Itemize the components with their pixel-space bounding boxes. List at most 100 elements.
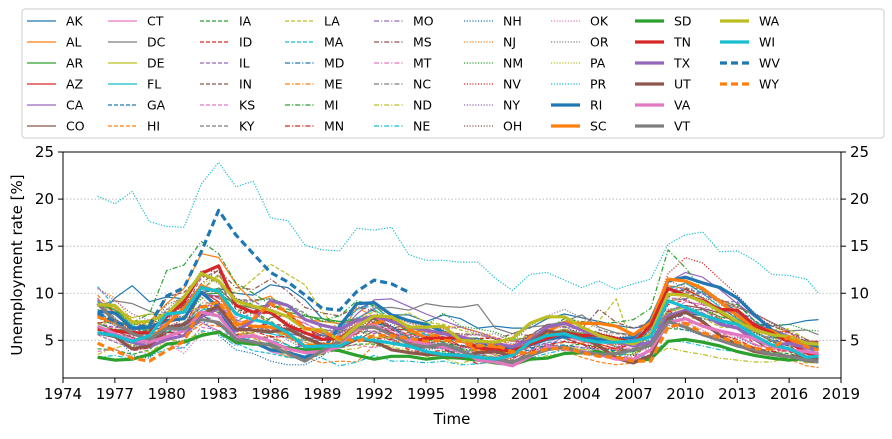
series-line-wv bbox=[96, 208, 410, 330]
legend-label-ks: KS bbox=[239, 98, 255, 113]
y-left-tick-label-20: 20 bbox=[35, 190, 54, 208]
legend-label-il: IL bbox=[239, 56, 250, 71]
legend-label-va: VA bbox=[674, 98, 691, 113]
series-line-ut bbox=[97, 304, 819, 365]
x-tick-label-2007: 2007 bbox=[614, 385, 652, 403]
x-tick-label-2016: 2016 bbox=[770, 385, 808, 403]
legend-label-mt: MT bbox=[413, 56, 432, 71]
x-tick-label-2004: 2004 bbox=[563, 385, 601, 403]
legend-label-ky: KY bbox=[239, 119, 255, 134]
legend-label-de: DE bbox=[147, 56, 165, 71]
y-right-tick-label-5: 5 bbox=[850, 331, 860, 349]
legend-label-wi: WI bbox=[759, 35, 775, 50]
series-line-md bbox=[97, 304, 819, 355]
y-left-tick-label-25: 25 bbox=[35, 143, 54, 161]
legend-label-dc: DC bbox=[147, 35, 166, 50]
x-axis: 1974 1977 1980 1983 1986 1989 1992 1995 1998 2001… bbox=[44, 378, 860, 403]
x-tick-label-1995: 1995 bbox=[407, 385, 445, 403]
x-tick-label-2013: 2013 bbox=[718, 385, 756, 403]
legend-label-wy: WY bbox=[759, 77, 779, 92]
legend-label-wv: WV bbox=[759, 56, 780, 71]
y-left-tick-label-5: 5 bbox=[44, 331, 54, 349]
legend-label-nd: ND bbox=[413, 98, 432, 113]
legend-label-nm: NM bbox=[503, 56, 523, 71]
legend-label-nv: NV bbox=[503, 77, 521, 92]
legend-label-ca: CA bbox=[66, 98, 84, 113]
x-tick-label-2001: 2001 bbox=[511, 385, 549, 403]
y-left-tick-label-10: 10 bbox=[35, 284, 54, 302]
x-tick-label-1983: 1983 bbox=[200, 385, 238, 403]
legend-label-me: ME bbox=[324, 77, 343, 92]
y-right-tick-label-10: 10 bbox=[850, 284, 869, 302]
legend-label-hi: HI bbox=[147, 119, 160, 134]
y-right-tick-label-15: 15 bbox=[850, 237, 869, 255]
plot-frame bbox=[62, 151, 842, 379]
legend-label-ct: CT bbox=[147, 14, 164, 29]
legend-label-az: AZ bbox=[66, 77, 83, 92]
legend-label-in: IN bbox=[239, 77, 252, 92]
legend-label-ne: NE bbox=[413, 119, 430, 134]
series-line-az bbox=[97, 288, 819, 353]
legend-frame bbox=[21, 8, 885, 139]
series-line-pr bbox=[97, 161, 819, 294]
x-tick-label-2019: 2019 bbox=[822, 385, 860, 403]
series-line-wy bbox=[96, 300, 819, 363]
legend-label-pa: PA bbox=[590, 56, 606, 71]
legend: AK AL AR AZ CA CO CT DC DE FL GA HI IA ID IL IN KS KY LA MA… bbox=[21, 8, 885, 139]
legend-label-md: MD bbox=[324, 56, 344, 71]
legend-label-nh: NH bbox=[503, 14, 522, 29]
series-line-id bbox=[97, 294, 819, 360]
legend-label-ri: RI bbox=[590, 98, 602, 113]
x-tick-label-1980: 1980 bbox=[148, 385, 186, 403]
legend-label-or: OR bbox=[590, 35, 609, 50]
legend-label-tn: TN bbox=[673, 35, 691, 50]
legend-label-sd: SD bbox=[674, 14, 692, 29]
x-tick-label-2010: 2010 bbox=[666, 385, 704, 403]
series-line-ny bbox=[97, 288, 819, 350]
legend-label-ok: OK bbox=[590, 14, 609, 29]
series-line-nd bbox=[97, 327, 819, 365]
legend-label-ar: AR bbox=[66, 56, 84, 71]
x-tick-label-1992: 1992 bbox=[355, 385, 393, 403]
y-axis-left: 5 10 15 20 25 bbox=[35, 143, 63, 349]
y-right-tick-label-20: 20 bbox=[850, 190, 869, 208]
series-line-mo bbox=[97, 294, 819, 357]
legend-label-ma: MA bbox=[324, 35, 344, 50]
y-left-tick-label-15: 15 bbox=[35, 237, 54, 255]
x-tick-label-1998: 1998 bbox=[459, 385, 497, 403]
legend-label-tx: TX bbox=[673, 56, 691, 71]
legend-label-oh: OH bbox=[503, 119, 522, 134]
legend-label-vt: VT bbox=[674, 119, 691, 134]
x-tick-label-1986: 1986 bbox=[251, 385, 289, 403]
legend-label-ga: GA bbox=[147, 98, 166, 113]
plot-area bbox=[96, 161, 819, 369]
series-line-wi bbox=[97, 286, 819, 361]
legend-label-nj: NJ bbox=[503, 35, 516, 50]
x-tick-label-1989: 1989 bbox=[303, 385, 341, 403]
x-axis-title: Time bbox=[433, 410, 471, 428]
y-axis-title: Unemployment rate [%] bbox=[8, 174, 26, 355]
legend-label-ia: IA bbox=[239, 14, 252, 29]
legend-label-co: CO bbox=[66, 119, 85, 134]
x-tick-label-1977: 1977 bbox=[96, 385, 134, 403]
y-axis-right: 5 10 15 20 25 bbox=[841, 143, 869, 349]
series-line-ok bbox=[97, 304, 819, 360]
legend-label-mo: MO bbox=[413, 14, 434, 29]
legend-label-mi: MI bbox=[324, 98, 338, 113]
legend-label-sc: SC bbox=[590, 119, 607, 134]
series-line-vt bbox=[96, 302, 819, 364]
y-right-tick-label-25: 25 bbox=[850, 143, 869, 161]
legend-label-mn: MN bbox=[324, 119, 344, 134]
legend-label-fl: FL bbox=[147, 77, 161, 92]
legend-label-ut: UT bbox=[674, 77, 691, 92]
legend-label-id: ID bbox=[239, 35, 252, 50]
legend-label-la: LA bbox=[324, 14, 340, 29]
legend-label-ak: AK bbox=[66, 14, 84, 29]
legend-label-ny: NY bbox=[503, 98, 520, 113]
legend-label-pr: PR bbox=[590, 77, 607, 92]
x-tick-label-1974: 1974 bbox=[44, 385, 82, 403]
legend-label-al: AL bbox=[66, 35, 82, 50]
legend-label-ms: MS bbox=[413, 35, 432, 50]
legend-label-wa: WA bbox=[759, 14, 780, 29]
